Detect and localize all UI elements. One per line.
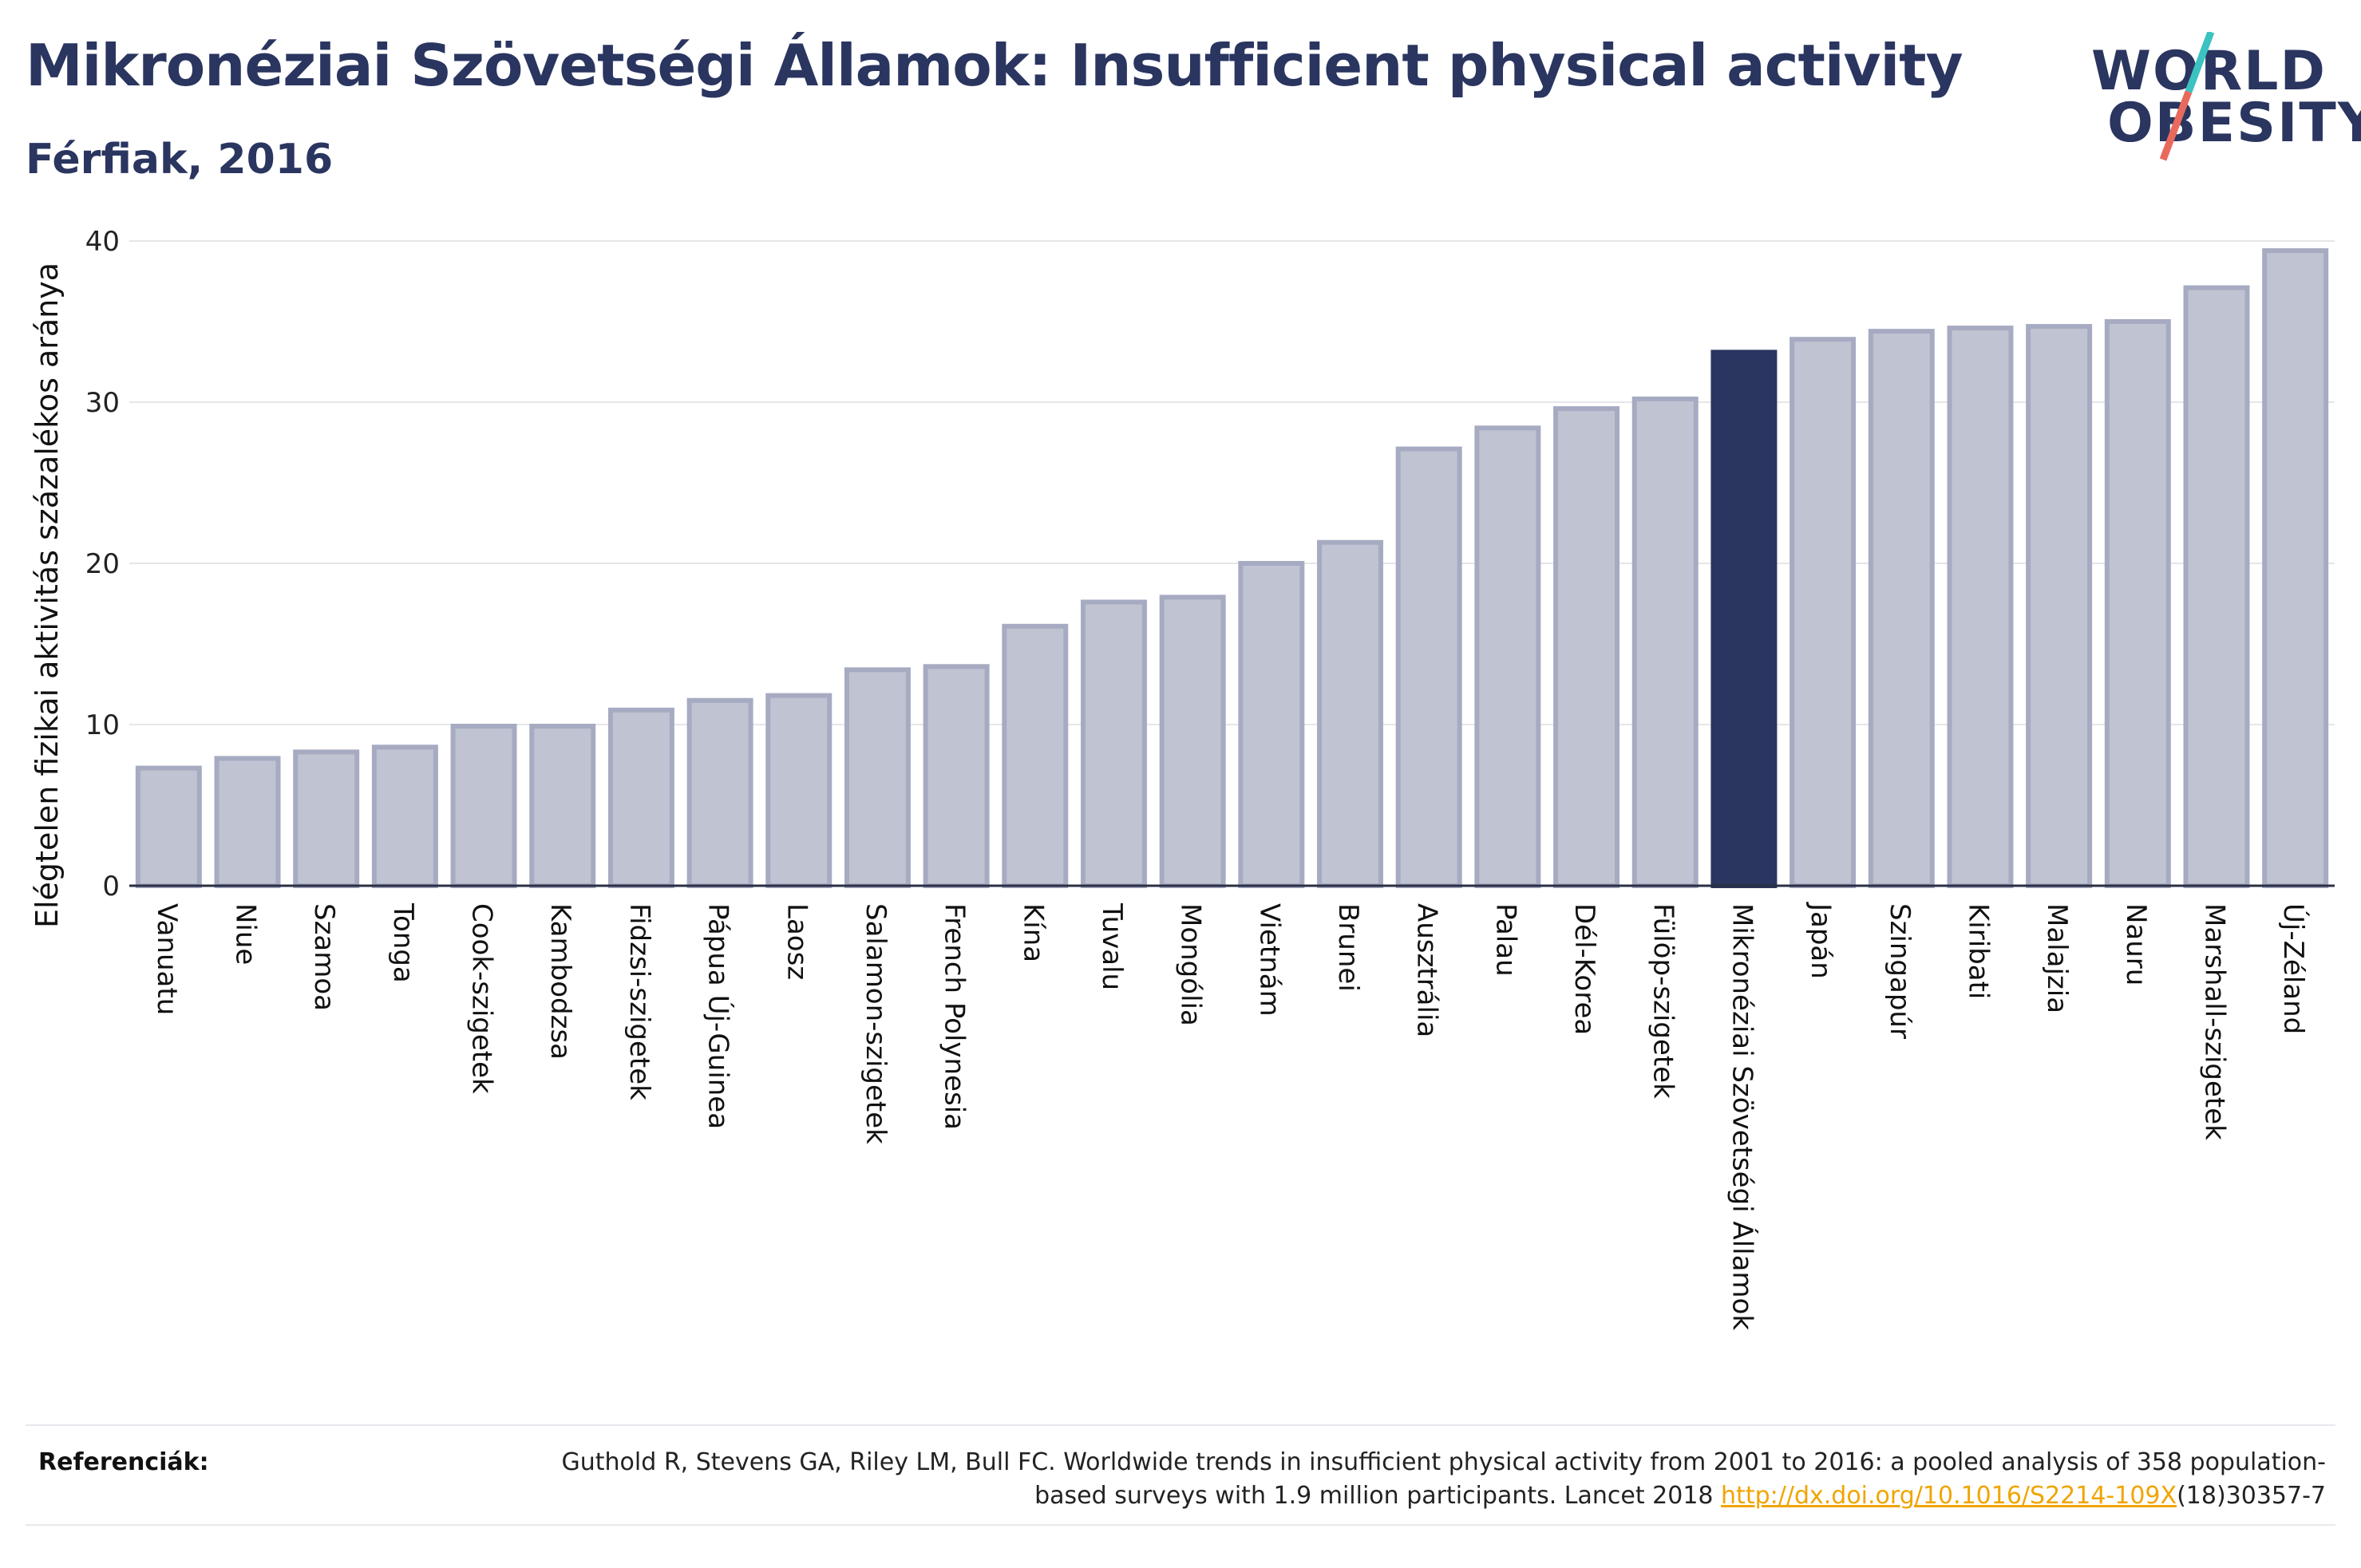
x-tick-label: Cook-szigetek	[466, 903, 498, 1094]
bar	[686, 697, 753, 889]
x-tick-label: Malajzia	[2041, 903, 2073, 1013]
x-tick-label: Kína	[1017, 903, 1049, 962]
x-tick-label: Fidzsi-szigetek	[623, 903, 655, 1100]
bar	[2183, 285, 2250, 888]
x-tick-label: Brunei	[1332, 903, 1364, 992]
bar	[2104, 319, 2171, 888]
bar	[1002, 623, 1069, 889]
x-tick-label: Palau	[1489, 903, 1521, 977]
x-tick-label: Új-Zéland	[2277, 903, 2310, 1034]
bar	[1317, 539, 1384, 888]
bar	[1395, 446, 1462, 888]
reference-divider-top	[26, 1424, 2335, 1426]
x-tick-label: Kiribati	[1962, 903, 1994, 999]
x-tick-label: Vanuatu	[151, 903, 183, 1015]
bar	[1631, 396, 1699, 888]
x-tick-label: Salamon-szigetek	[860, 903, 892, 1144]
bar	[529, 724, 596, 889]
bar	[1947, 326, 2014, 888]
x-tick-label: Laosz	[781, 903, 813, 980]
bar	[293, 749, 360, 889]
bar	[923, 664, 990, 889]
bar	[765, 693, 832, 889]
x-tick-label: Mikronéziai Szövetségi Államok	[1726, 903, 1758, 1330]
y-tick-label: 30	[85, 387, 120, 419]
x-tick-label: Szingapúr	[1884, 903, 1916, 1039]
x-tick-label: Fülöp-szigetek	[1647, 903, 1679, 1099]
logo-line-1: WORLD	[2091, 40, 2327, 103]
bar	[1710, 350, 1778, 888]
x-axis-ticks: Vanuatu Niue Szamoa Tonga Cook-szigetek Kambo…	[151, 902, 2310, 1330]
bar	[1159, 594, 1226, 888]
references-doi-link[interactable]: http://dx.doi.org/10.1016/S2214-109X	[1721, 1482, 2177, 1510]
logo-slash-icon	[2159, 32, 2215, 161]
x-tick-label: Mongólia	[1175, 903, 1207, 1026]
bar	[1080, 599, 1147, 888]
bar	[450, 724, 517, 889]
bar-chart: 0 10 20 30 40 Vanuatu Niue Szamoa Tonga Cook-szi…	[30, 226, 2335, 1330]
bar	[1868, 329, 1935, 888]
reference-divider-bottom	[26, 1524, 2335, 1526]
x-tick-label: Dél-Korea	[1568, 903, 1600, 1035]
bar	[1238, 561, 1305, 888]
x-tick-label: Nauru	[2120, 903, 2152, 985]
x-tick-label: Szamoa	[308, 903, 340, 1011]
references-text: Guthold R, Stevens GA, Riley LM, Bull FC…	[490, 1446, 2326, 1513]
y-tick-label: 20	[85, 548, 120, 580]
references-label: Referenciák:	[38, 1448, 209, 1476]
y-tick-label: 40	[85, 226, 120, 258]
bar	[135, 765, 202, 888]
x-tick-label: Pápua Új-Guinea	[702, 903, 735, 1129]
bar	[1790, 337, 1857, 889]
y-axis-label: Elégtelen fizikai aktivitás százalékos a…	[30, 263, 65, 928]
page-subtitle: Férfiak, 2016	[26, 136, 334, 184]
x-tick-label: French Polynesia	[939, 903, 971, 1130]
bar	[1474, 425, 1541, 888]
bar	[371, 745, 438, 889]
y-tick-label: 0	[102, 871, 120, 902]
bar	[2026, 324, 2093, 888]
logo-line-2: OBESITY	[2107, 92, 2361, 155]
bar	[2262, 248, 2329, 888]
page-title: Mikronéziai Szövetségi Államok: Insuffic…	[26, 32, 1963, 99]
x-tick-label: Tuvalu	[1096, 902, 1128, 990]
y-axis-ticks: 0 10 20 30 40	[85, 226, 120, 902]
world-obesity-logo: WORLD OBESITY	[2075, 32, 2361, 176]
x-tick-label: Ausztrália	[1411, 903, 1443, 1037]
references-citation: Guthold R, Stevens GA, Riley LM, Bull FC…	[561, 1448, 2326, 1510]
bar	[607, 707, 674, 888]
x-tick-label: Japán	[1805, 902, 1837, 979]
bar	[1553, 406, 1620, 888]
y-tick-label: 10	[85, 709, 120, 741]
chart-bars	[135, 248, 2329, 889]
bar	[844, 667, 911, 888]
x-tick-label: Marshall-szigetek	[2198, 903, 2230, 1140]
bar	[214, 756, 281, 888]
x-tick-label: Kambodzsa	[544, 903, 576, 1060]
x-tick-label: Tonga	[387, 902, 419, 983]
references-citation-suffix: (18)30357-7	[2177, 1482, 2326, 1510]
x-tick-label: Vietnám	[1253, 903, 1285, 1017]
x-tick-label: Niue	[230, 903, 262, 965]
